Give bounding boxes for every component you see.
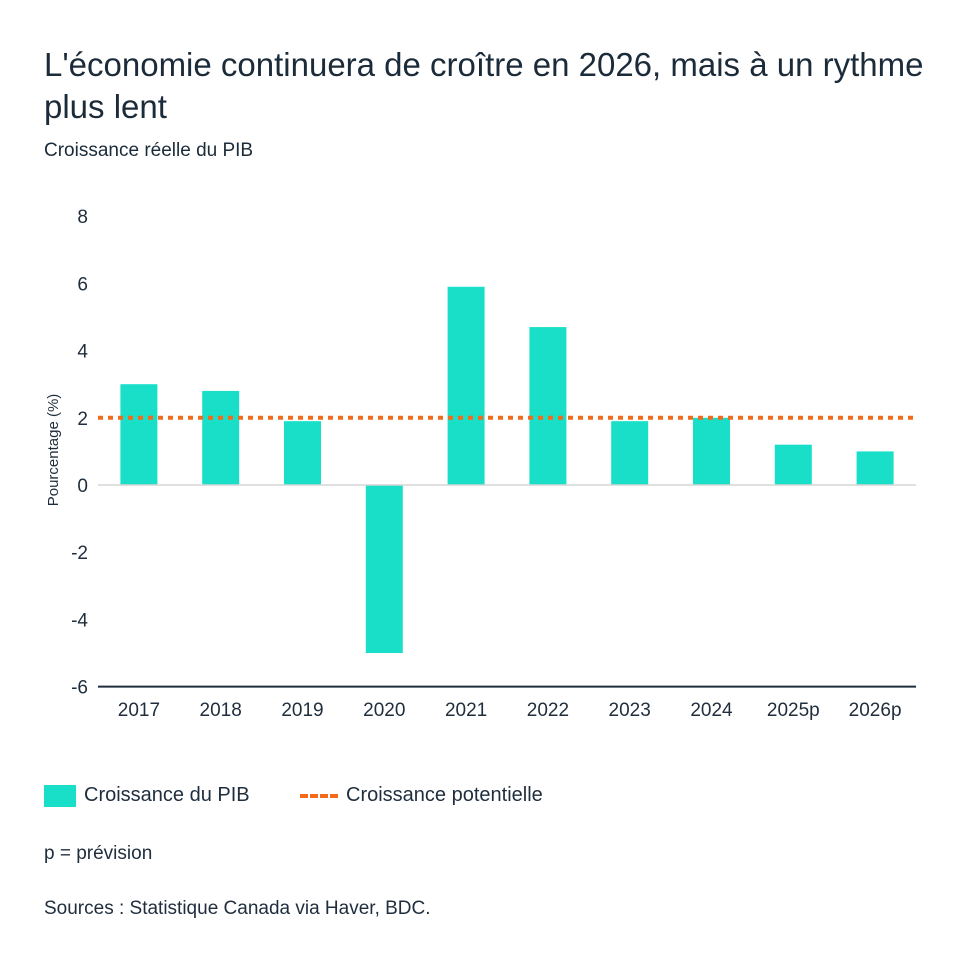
y-tick-label: -4 (71, 610, 88, 631)
x-tick-label: 2024 (690, 700, 733, 721)
chart-subtitle: Croissance réelle du PIB (44, 140, 254, 161)
x-tick-label: 2025p (767, 700, 820, 721)
legend-swatch-bar (44, 784, 76, 807)
y-tick-label: 6 (77, 274, 88, 295)
y-tick-label: 2 (77, 409, 88, 430)
legend-label: Croissance du PIB (84, 784, 250, 806)
legend-item-gdp: Croissance du PIB (44, 784, 250, 807)
bar-2022 (529, 327, 567, 485)
chart-title: L'économie continuera de croître en 2026… (44, 46, 924, 125)
bar-2020 (365, 485, 403, 653)
bar-2018 (202, 390, 240, 485)
y-tick-label: 8 (77, 207, 88, 228)
bar-2023 (611, 421, 649, 485)
bar-2024 (693, 417, 730, 485)
bar-2025p (774, 444, 812, 485)
y-axis-label: Pourcentage (%) (45, 394, 62, 507)
legend-label: Croissance potentielle (346, 784, 543, 806)
legend-swatch-dashed (300, 793, 338, 798)
y-tick-label: -2 (71, 543, 88, 564)
x-tick-label: 2022 (527, 700, 569, 721)
y-tick-label: -6 (71, 678, 88, 699)
x-tick-label: 2026p (849, 700, 902, 721)
legend-item-potential: Croissance potentielle (300, 784, 543, 807)
bar-2026p (856, 451, 894, 485)
x-tick-label: 2020 (363, 700, 405, 721)
x-tick-label: 2021 (445, 700, 487, 721)
x-tick-label: 2018 (200, 700, 242, 721)
y-tick-label: 4 (77, 342, 88, 363)
bar-2017 (120, 384, 158, 485)
y-tick-label: 0 (77, 476, 88, 497)
forecast-note: p = prévision (44, 843, 153, 864)
x-tick-label: 2017 (118, 700, 160, 721)
x-tick-label: 2019 (281, 700, 323, 721)
source-note: Sources : Statistique Canada via Haver, … (44, 898, 431, 919)
bar-2019 (284, 421, 321, 485)
bar-2021 (447, 286, 485, 485)
x-tick-label: 2023 (609, 700, 651, 721)
